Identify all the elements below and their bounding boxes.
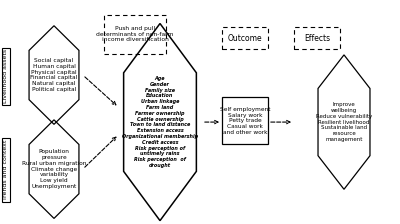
Text: Social capital
Human capital
Physical capital
Financial capital
Natural capital
: Social capital Human capital Physical ca…	[30, 58, 78, 92]
Text: Age
Gender
Family size
Education
Urban linkage
Farm land
Farmer ownership
Cattle: Age Gender Family size Education Urban l…	[122, 76, 198, 168]
Bar	[222, 27, 268, 49]
Text: Population
pressure
Rural urban migration
Climate change
variability
Low yield
U: Population pressure Rural urban migratio…	[22, 149, 86, 189]
Text: Self employment
Salary work
Petty trade
Casual work
and other work: Self employment Salary work Petty trade …	[220, 107, 270, 135]
Text: Outcome: Outcome	[228, 34, 262, 43]
Text: Push and pull
determinants of non-farm
income diversification: Push and pull determinants of non-farm i…	[96, 26, 174, 43]
Bar	[222, 97, 268, 144]
Text: Trends and context: Trends and context	[3, 140, 8, 200]
Text: Livelihood assets: Livelihood assets	[3, 49, 8, 103]
Bar	[294, 27, 340, 49]
Bar	[104, 15, 166, 54]
Text: Effects: Effects	[304, 34, 330, 43]
Text: Improve
wellbeing
Reduce vulnerability
Resilient livelihood
Sustainable land
res: Improve wellbeing Reduce vulnerability R…	[316, 102, 372, 142]
